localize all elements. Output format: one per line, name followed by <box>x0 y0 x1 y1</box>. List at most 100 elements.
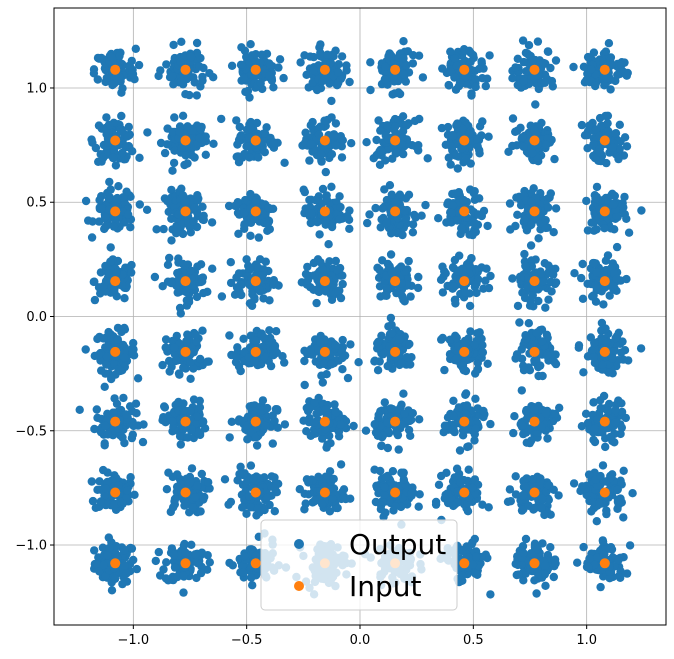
output-point <box>387 190 396 199</box>
output-point <box>196 125 205 134</box>
output-point <box>108 408 118 417</box>
output-point <box>325 467 335 476</box>
output-point <box>109 359 118 368</box>
output-point <box>614 556 623 565</box>
output-point <box>220 475 230 484</box>
output-point <box>331 119 341 128</box>
output-point <box>246 503 255 512</box>
output-point <box>387 268 397 278</box>
output-point <box>518 133 527 142</box>
output-point <box>461 389 471 398</box>
output-point <box>107 586 117 595</box>
output-point <box>198 76 207 85</box>
output-point <box>158 360 167 370</box>
output-point <box>590 338 599 347</box>
output-point <box>549 485 558 494</box>
output-point <box>165 367 174 376</box>
output-point <box>511 63 520 72</box>
output-point <box>270 484 280 493</box>
output-point <box>198 417 208 427</box>
output-point <box>104 327 113 337</box>
output-point <box>205 69 214 78</box>
output-point <box>471 394 480 403</box>
output-point <box>176 440 185 449</box>
output-point <box>617 423 626 432</box>
output-point <box>100 441 109 450</box>
output-point <box>95 195 104 205</box>
output-point <box>527 220 536 229</box>
output-point <box>589 353 598 362</box>
output-point <box>413 283 423 293</box>
output-point <box>190 493 200 502</box>
output-point <box>549 572 558 582</box>
output-point <box>198 277 207 286</box>
output-point <box>477 57 486 66</box>
output-point <box>440 365 449 375</box>
output-point <box>320 116 329 125</box>
output-point <box>465 46 474 55</box>
output-point <box>75 405 84 414</box>
output-point <box>300 356 309 366</box>
output-point <box>119 546 129 555</box>
output-point <box>103 430 113 439</box>
output-point <box>466 327 475 336</box>
output-point <box>380 490 389 499</box>
output-point <box>233 476 242 485</box>
output-point <box>113 335 123 344</box>
output-point <box>335 215 344 224</box>
output-point <box>421 200 430 210</box>
output-point <box>306 345 315 354</box>
output-point <box>170 563 180 572</box>
output-point <box>546 189 555 198</box>
output-point <box>611 405 620 415</box>
output-point <box>612 242 622 252</box>
output-point <box>330 400 339 409</box>
output-point <box>373 431 383 440</box>
output-point <box>217 292 227 301</box>
output-point <box>467 540 476 549</box>
output-point <box>195 62 204 71</box>
output-point <box>99 560 108 570</box>
output-point <box>444 80 453 90</box>
output-point <box>305 404 314 413</box>
output-point <box>334 68 343 77</box>
output-point <box>245 153 254 162</box>
output-point <box>204 478 213 487</box>
output-point <box>180 261 190 270</box>
output-point <box>177 76 186 86</box>
output-point <box>513 210 522 219</box>
output-point <box>164 468 173 477</box>
output-point <box>186 52 196 62</box>
output-point <box>546 543 555 552</box>
output-point <box>336 420 345 429</box>
output-point <box>127 433 137 443</box>
output-point <box>608 200 618 209</box>
output-point <box>163 260 173 269</box>
output-point <box>547 287 556 296</box>
output-point <box>280 420 290 429</box>
output-point <box>270 473 279 482</box>
output-point <box>470 430 479 439</box>
output-point <box>519 57 528 67</box>
output-point <box>300 505 309 514</box>
output-point <box>316 40 325 49</box>
output-point <box>418 73 428 82</box>
output-point <box>265 71 274 81</box>
output-point <box>506 225 515 234</box>
output-point <box>521 534 531 544</box>
output-point <box>602 338 612 347</box>
output-point <box>415 415 424 424</box>
output-point <box>94 54 104 63</box>
output-point <box>414 141 423 150</box>
output-point <box>307 209 316 218</box>
output-point <box>112 399 122 408</box>
output-point <box>605 291 614 300</box>
output-point <box>592 182 602 192</box>
output-point <box>94 121 104 130</box>
output-point <box>304 478 313 487</box>
output-point <box>115 51 124 61</box>
output-point <box>154 547 163 557</box>
output-point <box>448 201 458 210</box>
output-point <box>177 143 186 152</box>
output-point <box>336 460 346 469</box>
